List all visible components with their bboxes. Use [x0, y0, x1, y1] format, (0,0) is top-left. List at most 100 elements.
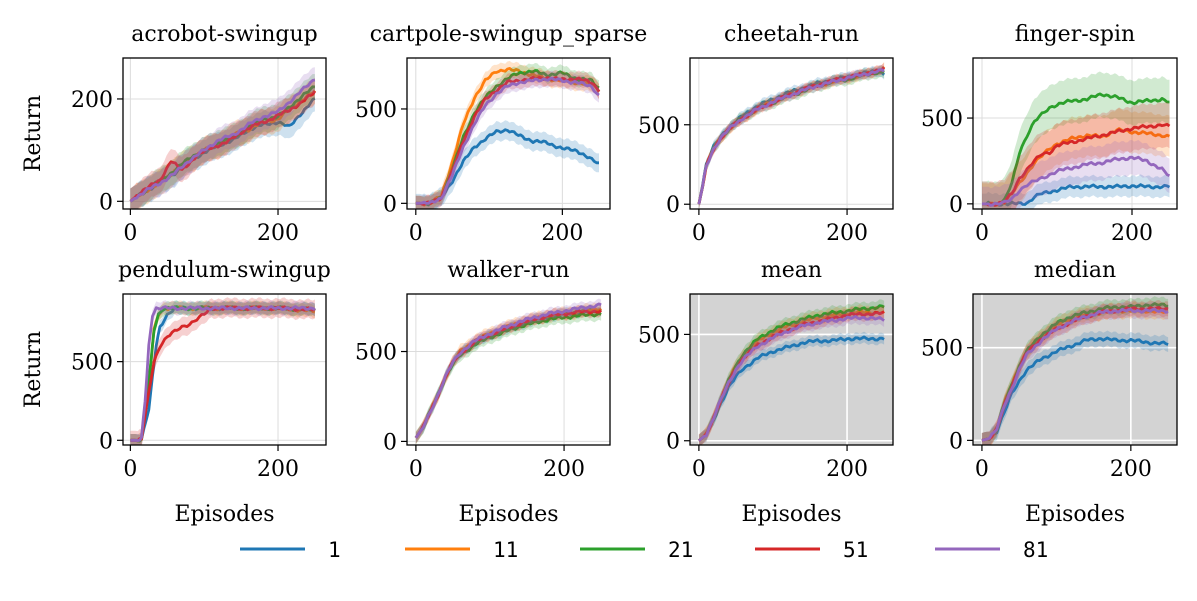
band-series-51: [130, 297, 315, 445]
band-series-1: [698, 331, 885, 445]
x-tick-label: 0: [409, 457, 423, 482]
y-tick-label: 500: [638, 114, 680, 139]
series-group: [697, 61, 886, 209]
y-axis-label: Return: [21, 95, 46, 172]
series-group: [415, 60, 601, 209]
y-tick-label: 0: [99, 190, 113, 215]
panel-3: 0 200 0 500 finger-spin: [921, 22, 1178, 246]
band-series-11: [698, 61, 885, 209]
panel-0: 0 200 0 200 acrobot-swingup Return: [21, 22, 327, 246]
y-tick-label: 0: [666, 430, 680, 455]
band-series-81: [415, 70, 599, 209]
y-tick-label: 0: [383, 192, 397, 217]
band-series-51: [698, 62, 885, 209]
line-series-81: [697, 68, 885, 205]
y-tick-label: 500: [638, 323, 680, 348]
x-tick-label: 0: [975, 457, 989, 482]
x-tick-label: 200: [543, 457, 585, 482]
y-tick-label: 200: [71, 88, 113, 113]
band-series-11: [130, 300, 315, 445]
line-series-1: [982, 183, 1171, 207]
panel-title: finger-spin: [1015, 22, 1135, 47]
x-tick-label: 200: [826, 221, 868, 246]
plot-frame: [689, 57, 894, 210]
legend-label-11: 11: [493, 538, 518, 562]
band-series-1: [130, 300, 315, 445]
x-axis-label: Episodes: [174, 502, 274, 527]
legend-label-51: 51: [843, 538, 868, 562]
y-tick-label: 0: [949, 429, 963, 454]
line-series-1: [697, 335, 885, 442]
legend: 1 11 21 51 81: [240, 538, 1048, 562]
y-tick-label: 0: [99, 429, 113, 454]
line-series-51: [982, 122, 1171, 207]
band-series-81: [698, 310, 885, 445]
panel-4: 0 200 0 500 pendulum-swingup Return Episodes: [21, 258, 331, 527]
line-series-81: [414, 302, 602, 439]
y-tick-label: 0: [949, 193, 963, 218]
line-series-21: [982, 92, 1170, 207]
panel-2: 0 200 0 500 cheetah-run: [638, 22, 894, 246]
legend-label-21: 21: [668, 538, 693, 562]
plot-background: [973, 58, 1177, 209]
panel-6: 0 200 0 500 mean Episodes: [638, 258, 894, 527]
band-series-1: [415, 304, 602, 444]
plot-frame: [406, 293, 611, 446]
x-tick-label: 200: [826, 457, 868, 482]
band-series-21: [415, 307, 602, 445]
x-tick-label: 200: [1110, 457, 1152, 482]
y-tick-label: 0: [383, 430, 397, 455]
line-series-51: [129, 90, 317, 203]
line-series-81: [130, 305, 316, 442]
x-axis-label: Episodes: [458, 502, 558, 527]
line-series-81: [129, 78, 316, 203]
panel-title: mean: [761, 258, 822, 283]
series-group: [981, 296, 1169, 445]
x-tick-label: 0: [975, 221, 989, 246]
plot-frame: [122, 57, 327, 210]
panel-title: walker-run: [447, 258, 569, 283]
legend-label-81: 81: [1023, 538, 1048, 562]
legend-label-1: 1: [328, 538, 341, 562]
plot-frame: [972, 57, 1178, 210]
panel-1: 0 200 0 500 cartpole-swingup_sparse: [355, 22, 647, 246]
x-tick-label: 0: [692, 457, 706, 482]
line-series-1: [981, 336, 1169, 442]
band-series-11: [415, 60, 599, 209]
y-tick-label: 500: [921, 107, 963, 132]
band-series-21: [130, 300, 315, 445]
line-series-81: [697, 315, 885, 442]
plot-frame: [972, 293, 1178, 446]
plot-background: [407, 294, 610, 445]
band-series-1: [415, 120, 599, 209]
x-tick-label: 0: [123, 221, 137, 246]
line-series-81: [415, 76, 600, 205]
panel-7: 0 200 0 500 median Episodes: [921, 258, 1178, 527]
series-group: [414, 298, 603, 445]
series-group: [697, 299, 885, 445]
band-series-21: [982, 71, 1170, 209]
y-tick-label: 500: [355, 341, 397, 366]
y-tick-label: 0: [666, 193, 680, 218]
plot-frame: [406, 57, 611, 210]
series-group: [130, 297, 316, 445]
x-axis-label: Episodes: [1025, 502, 1125, 527]
panel-5: 0 200 0 500 walker-run Episodes: [355, 258, 611, 527]
y-tick-label: 500: [71, 351, 113, 376]
panel-title: pendulum-swingup: [118, 258, 331, 283]
x-tick-label: 200: [257, 457, 299, 482]
line-series-81: [982, 155, 1171, 207]
panel-title: cartpole-swingup_sparse: [370, 22, 648, 47]
panel-title: acrobot-swingup: [131, 22, 317, 47]
series-group: [129, 67, 317, 209]
x-tick-label: 200: [1111, 221, 1153, 246]
x-axis-label: Episodes: [741, 502, 841, 527]
x-tick-label: 0: [692, 221, 706, 246]
y-axis-label: Return: [21, 331, 46, 408]
line-series-81: [981, 307, 1169, 442]
x-tick-label: 0: [123, 457, 137, 482]
x-tick-label: 0: [409, 221, 423, 246]
x-tick-label: 200: [257, 221, 299, 246]
